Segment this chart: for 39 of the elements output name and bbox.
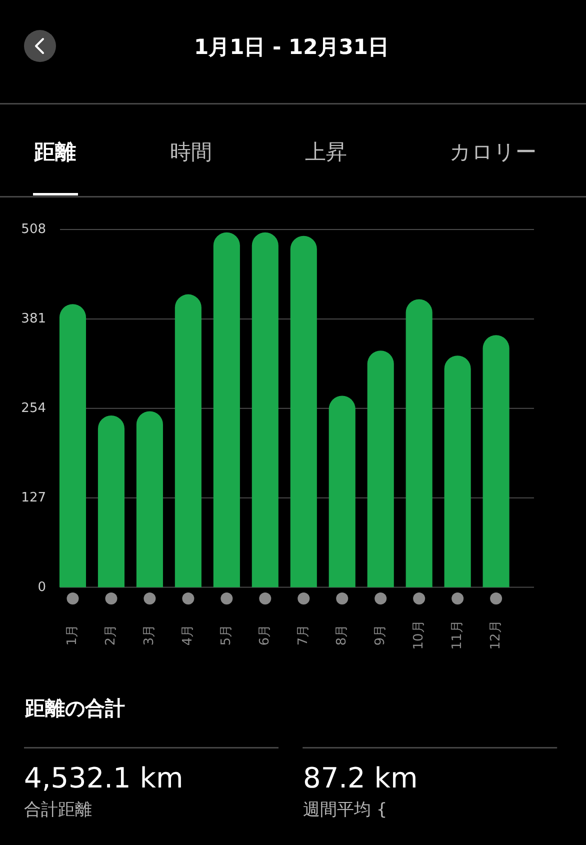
x-tick-label: 8月 bbox=[334, 624, 350, 646]
y-tick-label: 254 bbox=[21, 400, 46, 416]
y-tick-label: 0 bbox=[38, 580, 46, 595]
bar bbox=[136, 411, 163, 588]
y-tick-label: 381 bbox=[21, 311, 46, 326]
text: 距離 bbox=[33, 140, 76, 164]
bar bbox=[98, 415, 124, 588]
bar bbox=[213, 232, 240, 588]
bar bbox=[482, 335, 510, 588]
x-tick-label: 1月 bbox=[65, 624, 80, 646]
bar bbox=[252, 232, 278, 588]
x-tick-label: 5月 bbox=[219, 624, 234, 646]
bar bbox=[406, 299, 432, 588]
text: 週間平均 { bbox=[303, 800, 388, 820]
text: カロリー bbox=[450, 140, 536, 164]
x-tick-label: 11月 bbox=[450, 620, 466, 650]
x-tick-label: 10月 bbox=[412, 620, 427, 650]
bar bbox=[444, 356, 471, 588]
bar bbox=[59, 304, 86, 588]
bar bbox=[367, 350, 394, 588]
y-tick-label: 127 bbox=[21, 490, 46, 506]
bar bbox=[174, 294, 202, 588]
chart-title: 1月1日 - 12月31日 bbox=[194, 35, 390, 59]
x-tick-label: 4月 bbox=[180, 624, 196, 646]
x-tick-label: 12月 bbox=[488, 620, 504, 650]
bar bbox=[328, 396, 356, 588]
text: 距離の合計 bbox=[24, 696, 125, 720]
x-tick-label: 3月 bbox=[142, 624, 158, 646]
text: 4,532.1 km bbox=[24, 762, 184, 794]
x-tick-label: 7月 bbox=[296, 624, 312, 646]
text: 上昇 bbox=[305, 140, 347, 164]
x-tick-label: 9月 bbox=[373, 624, 388, 646]
text: 合計距離 bbox=[24, 800, 92, 820]
bar bbox=[290, 236, 317, 588]
x-tick-label: 2月 bbox=[104, 624, 119, 646]
text: 時間 bbox=[170, 140, 212, 164]
x-tick-label: 6月 bbox=[258, 624, 273, 646]
y-tick-label: 508 bbox=[21, 222, 46, 237]
text: 87.2 km bbox=[303, 762, 418, 794]
